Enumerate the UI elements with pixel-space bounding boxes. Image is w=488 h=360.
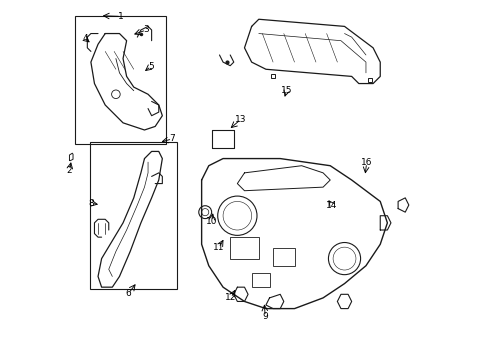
- Text: 15: 15: [280, 86, 292, 95]
- Text: 13: 13: [235, 115, 246, 124]
- Bar: [90, 143, 176, 289]
- Text: 8: 8: [88, 199, 94, 208]
- Bar: [230, 237, 258, 258]
- Text: 14: 14: [325, 201, 337, 210]
- Text: 7: 7: [169, 134, 175, 143]
- Text: 5: 5: [148, 62, 153, 71]
- Text: 9: 9: [262, 312, 267, 321]
- Bar: [272, 248, 294, 266]
- Text: 16: 16: [360, 158, 372, 167]
- Bar: [251, 273, 269, 287]
- Text: 4: 4: [82, 35, 88, 44]
- Text: 1: 1: [118, 12, 124, 21]
- Text: 11: 11: [213, 243, 224, 252]
- Text: 12: 12: [225, 293, 236, 302]
- Text: 3: 3: [143, 26, 149, 35]
- Text: 2: 2: [66, 166, 72, 175]
- Bar: [75, 16, 165, 144]
- Text: 10: 10: [205, 217, 217, 226]
- Text: 6: 6: [125, 289, 131, 298]
